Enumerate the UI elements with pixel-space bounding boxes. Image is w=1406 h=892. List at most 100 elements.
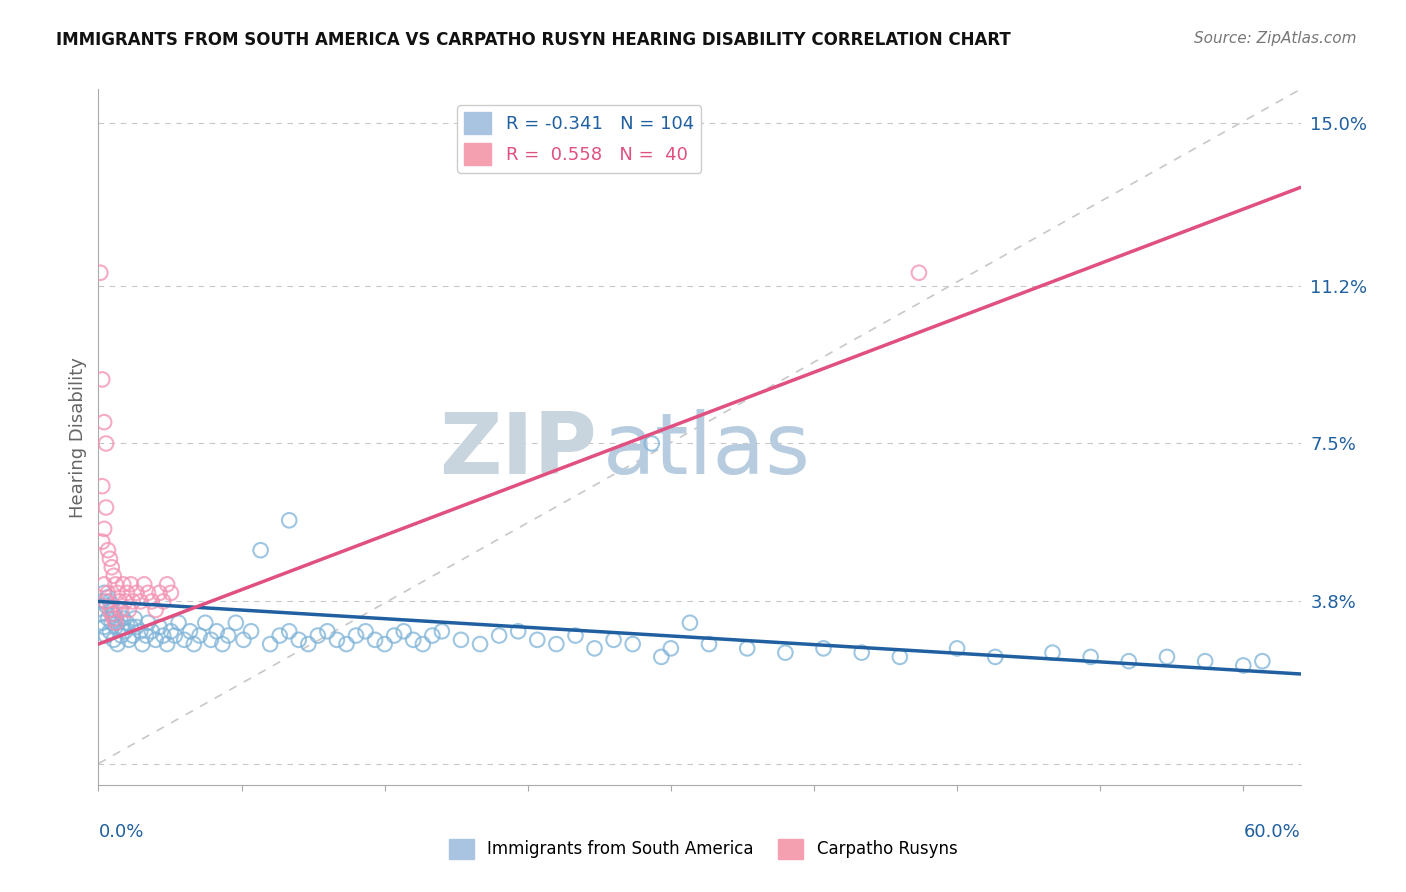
Point [97, 586, 120, 600]
Y-axis label: Hearing Disability: Hearing Disability [69, 357, 87, 517]
Point [93, 586, 115, 600]
Point [141, 624, 163, 639]
Point [125, 620, 148, 634]
Point [160, 624, 183, 639]
Point [94, 599, 117, 613]
Text: 60.0%: 60.0% [1244, 823, 1301, 841]
Point [488, 629, 510, 643]
Point [93, 522, 115, 536]
Point [183, 637, 205, 651]
Point [621, 637, 644, 651]
Point [115, 615, 138, 630]
Point [112, 611, 135, 625]
Point [94, 594, 117, 608]
Point [131, 637, 153, 651]
Point [211, 637, 233, 651]
Point [97, 611, 120, 625]
Point [93, 620, 115, 634]
Point [225, 615, 247, 630]
Point [148, 586, 170, 600]
Point [735, 641, 758, 656]
Point [402, 632, 425, 647]
Point [145, 632, 167, 647]
Point [98, 594, 121, 608]
Point [89, 266, 111, 280]
Point [129, 594, 152, 608]
Point [287, 632, 309, 647]
Point [104, 577, 127, 591]
Point [173, 632, 195, 647]
Point [278, 624, 301, 639]
Point [93, 577, 115, 591]
Point [1251, 654, 1274, 668]
Point [104, 611, 127, 625]
Point [118, 632, 141, 647]
Point [101, 615, 124, 630]
Point [1080, 649, 1102, 664]
Point [114, 624, 136, 639]
Point [91, 615, 114, 630]
Point [121, 594, 143, 608]
Point [97, 590, 120, 604]
Point [851, 646, 873, 660]
Text: Source: ZipAtlas.com: Source: ZipAtlas.com [1194, 31, 1357, 46]
Point [121, 629, 143, 643]
Point [108, 594, 131, 608]
Point [1194, 654, 1216, 668]
Point [167, 615, 190, 630]
Point [103, 611, 125, 625]
Point [152, 594, 174, 608]
Point [145, 603, 167, 617]
Point [775, 646, 797, 660]
Point [94, 629, 117, 643]
Point [249, 543, 271, 558]
Point [89, 607, 111, 622]
Point [98, 551, 121, 566]
Point [335, 637, 357, 651]
Point [141, 594, 163, 608]
Point [374, 637, 396, 651]
Point [1232, 658, 1254, 673]
Point [382, 629, 405, 643]
Point [392, 624, 415, 639]
Point [124, 611, 146, 625]
Point [679, 615, 702, 630]
Point [307, 629, 329, 643]
Point [354, 624, 377, 639]
Point [659, 641, 682, 656]
Point [422, 629, 444, 643]
Point [194, 615, 217, 630]
Point [278, 513, 301, 527]
Point [205, 624, 228, 639]
Point [179, 624, 201, 639]
Point [240, 624, 263, 639]
Point [91, 594, 114, 608]
Point [160, 586, 183, 600]
Text: ZIP: ZIP [440, 409, 598, 492]
Point [1156, 649, 1178, 664]
Point [91, 372, 114, 386]
Point [450, 632, 472, 647]
Point [110, 603, 132, 617]
Point [118, 603, 141, 617]
Point [526, 632, 548, 647]
Point [114, 594, 136, 608]
Point [697, 637, 720, 651]
Legend: R = -0.341   N = 104, R =  0.558   N =  40: R = -0.341 N = 104, R = 0.558 N = 40 [457, 105, 702, 173]
Point [103, 569, 125, 583]
Point [564, 629, 586, 643]
Point [412, 637, 434, 651]
Point [1118, 654, 1140, 668]
Point [129, 624, 152, 639]
Point [650, 649, 672, 664]
Point [602, 632, 624, 647]
Point [94, 500, 117, 515]
Point [508, 624, 530, 639]
Point [108, 603, 131, 617]
Point [104, 615, 127, 630]
Point [364, 632, 387, 647]
Point [813, 641, 835, 656]
Point [430, 624, 453, 639]
Point [583, 641, 606, 656]
Point [94, 436, 117, 450]
